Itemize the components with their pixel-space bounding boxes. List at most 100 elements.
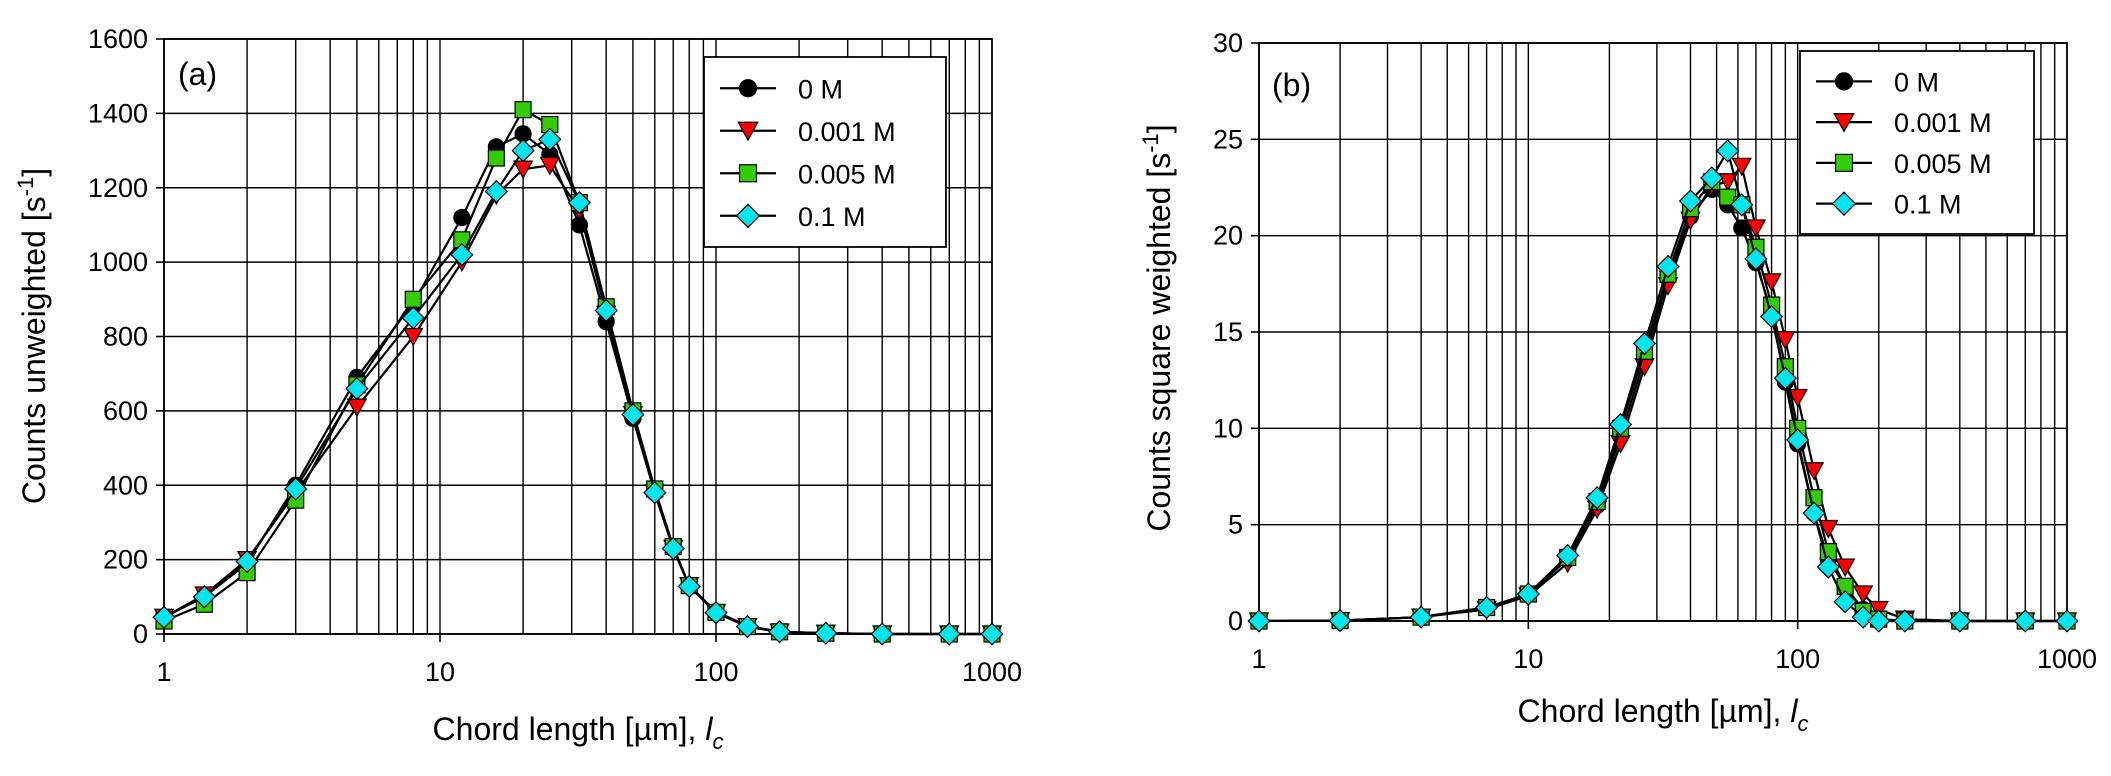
legend: 0 M 0.001 M 0.005 M 0.1 M — [1799, 50, 2035, 235]
y-tick-label: 10 — [1213, 413, 1243, 443]
data-point — [1833, 590, 1857, 614]
legend-marker — [1833, 113, 1855, 133]
x-tick-label: 100 — [1775, 644, 1820, 674]
x-tick-label: 1000 — [962, 657, 1022, 687]
x-tick-label: 1 — [1251, 644, 1266, 674]
data-point — [484, 179, 508, 204]
series-line — [1258, 187, 2067, 623]
data-point — [1818, 519, 1839, 539]
y-axis-label-close: ] — [16, 168, 52, 177]
y-tick-label: 20 — [1213, 221, 1243, 251]
legend-marker — [1834, 72, 1854, 91]
data-point — [1328, 608, 1352, 633]
data-point — [1585, 486, 1609, 510]
legend-marker — [735, 203, 761, 229]
x-axis-label-symbol: l — [1790, 693, 1798, 729]
data-point — [1744, 247, 1768, 271]
legend-label: 0.1 M — [798, 202, 866, 232]
x-axis-label-text: Chord length [µm], — [1518, 693, 1791, 729]
x-axis-label: Chord length [µm], lc — [433, 711, 724, 754]
y-tick-label: 400 — [103, 470, 148, 500]
panel-a: 0 200 400 600 800 1000 1200 1400 1600 1 10 100 1000 (… — [13, 24, 1022, 754]
legend-label: 0.001 M — [1894, 108, 1992, 138]
data-point — [1816, 555, 1841, 579]
data-point — [704, 601, 728, 625]
y-tick-label: 15 — [1213, 317, 1243, 347]
y-tick-label: 1000 — [88, 247, 148, 277]
y-axis-label: Counts unweighted [s-1] — [13, 168, 52, 504]
data-point — [1731, 157, 1752, 177]
data-point — [814, 621, 838, 645]
data-point — [643, 481, 667, 505]
data-point — [1745, 219, 1767, 239]
data-point — [1786, 428, 1810, 452]
x-axis-label-subscript: c — [712, 729, 723, 754]
data-point — [1730, 193, 1754, 217]
x-axis-label-symbol: l — [705, 711, 713, 747]
data-point — [1773, 366, 1797, 390]
data-point — [511, 138, 535, 163]
data-point — [937, 622, 961, 646]
x-axis-label-subscript: c — [1797, 711, 1808, 736]
data-point — [567, 190, 592, 215]
panel-b: 0 5 10 15 20 25 30 1 10 100 1000 (b) Chord length [µ… — [1138, 28, 2097, 736]
y-tick-label: 0 — [1228, 606, 1243, 636]
data-point — [1948, 609, 1972, 633]
y-tick-label: 800 — [103, 322, 148, 352]
y-tick-label: 25 — [1213, 124, 1243, 154]
data-point — [235, 549, 259, 574]
legend-marker — [738, 79, 758, 98]
data-point — [1834, 558, 1856, 578]
data-point — [1474, 595, 1499, 620]
y-axis-label: Counts square weighted [s-1] — [1138, 124, 1177, 531]
legend-marker — [737, 121, 759, 142]
series-line — [1258, 180, 2067, 623]
y-axis-label-close: ] — [1141, 124, 1177, 133]
data-point — [1867, 609, 1891, 633]
data-point — [1787, 388, 1808, 408]
data-point — [450, 243, 474, 267]
data-point — [1803, 462, 1825, 481]
x-tick-label: 10 — [1513, 644, 1543, 674]
data-point — [1851, 605, 1875, 629]
series-2 — [1250, 173, 2076, 630]
x-axis-label: Chord length [µm], lc — [1518, 693, 1809, 736]
data-point — [284, 477, 308, 501]
series-3 — [152, 127, 1004, 646]
x-tick-label: 100 — [693, 657, 738, 687]
x-tick-label: 1 — [156, 657, 171, 687]
data-point — [2055, 609, 2079, 633]
legend-marker — [738, 164, 758, 183]
data-point — [735, 614, 760, 639]
data-point — [1716, 139, 1740, 163]
data-point — [453, 208, 471, 227]
data-point — [767, 620, 792, 644]
legend-label: 0.001 M — [798, 117, 896, 147]
panel-label: (b) — [1272, 67, 1311, 103]
data-point — [1632, 331, 1657, 356]
data-point — [677, 574, 701, 599]
data-point — [980, 622, 1004, 646]
legend-label: 0.005 M — [798, 159, 896, 189]
series-3 — [1247, 139, 2079, 633]
data-point — [539, 156, 561, 176]
data-point — [1516, 582, 1540, 606]
legend-label: 0.005 M — [1894, 149, 1992, 179]
legend: 0 M 0.001 M 0.005 M 0.1 M — [703, 56, 947, 248]
data-point — [345, 376, 369, 401]
data-point — [1802, 501, 1826, 525]
y-axis-label-superscript: -1 — [13, 177, 38, 197]
y-tick-label: 1400 — [88, 98, 148, 128]
data-point — [1556, 543, 1580, 568]
y-tick-label: 1200 — [88, 173, 148, 203]
y-tick-label: 1600 — [88, 24, 148, 54]
data-point — [1608, 412, 1633, 437]
y-tick-label: 0 — [133, 619, 148, 649]
y-tick-label: 30 — [1213, 28, 1243, 58]
data-point — [1775, 331, 1796, 350]
data-point — [1852, 585, 1874, 605]
y-tick-label: 200 — [103, 545, 148, 575]
data-point — [346, 398, 368, 418]
legend-label: 0.1 M — [1894, 190, 1962, 220]
